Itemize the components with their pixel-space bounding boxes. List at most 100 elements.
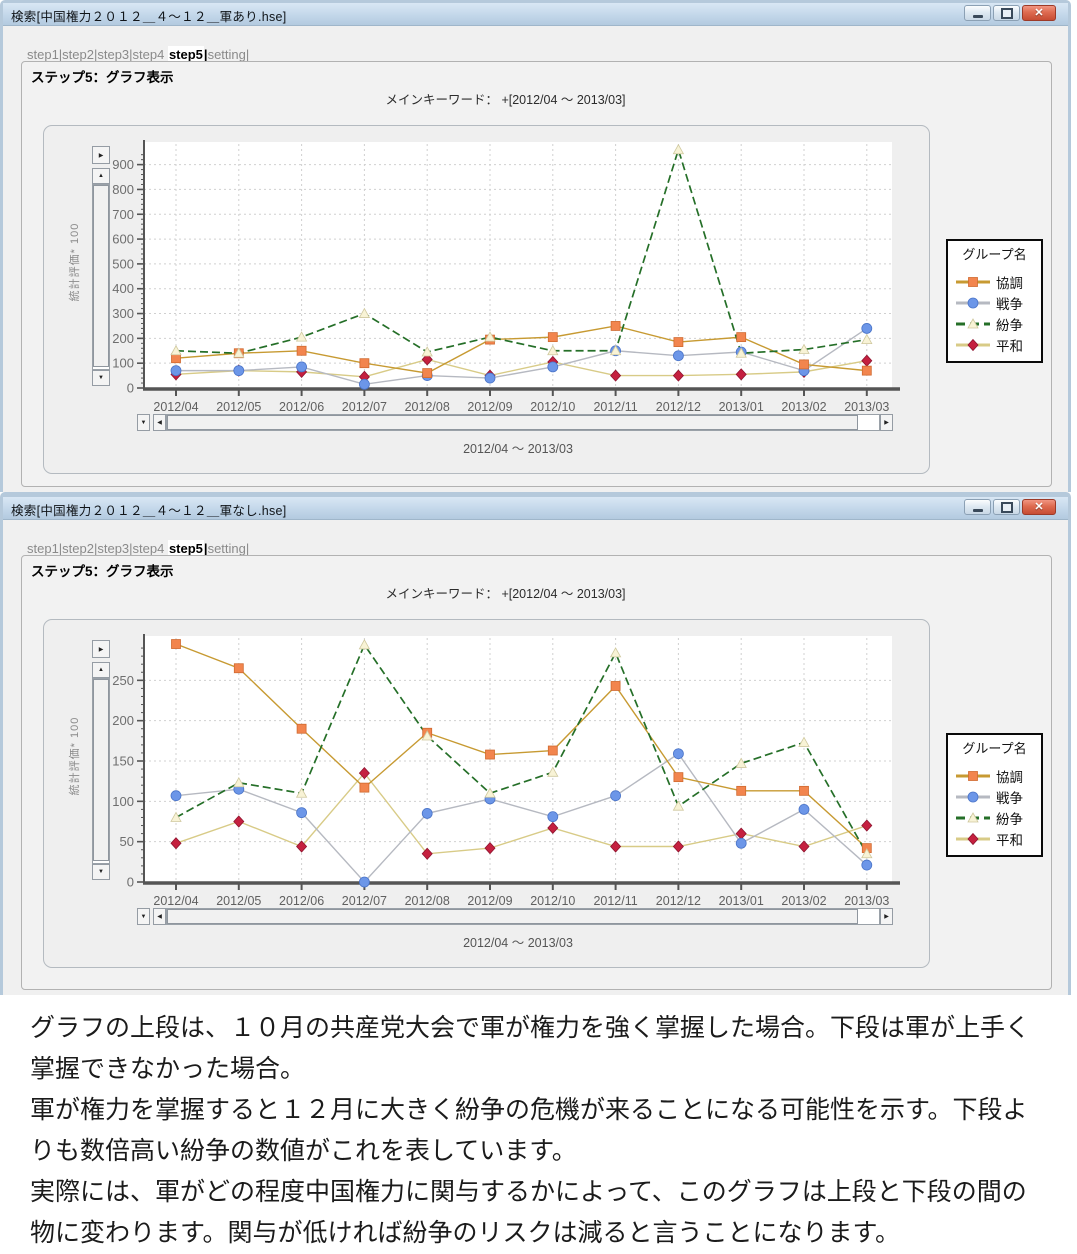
maximize-icon	[1000, 501, 1013, 513]
axis-dropdown-button[interactable]: ▼	[137, 908, 150, 925]
close-icon: ✕	[1034, 500, 1044, 513]
scroll-up-icon: ▲	[98, 667, 104, 673]
x-range-label: 2012/04 ～ 2013/03	[463, 442, 573, 456]
main-keyword-label: メインキーワード： +[2012/04 ～ 2013/03]	[385, 587, 626, 601]
vertical-scrollbar-thumb[interactable]	[93, 185, 109, 368]
svg-text:2012/05: 2012/05	[216, 894, 261, 908]
maximize-button[interactable]	[993, 499, 1020, 515]
step-heading: ステップ5：グラフ表示	[31, 70, 174, 85]
legend-swatch-icon	[956, 832, 990, 845]
svg-text:500: 500	[112, 256, 134, 271]
line-chart: 0 50 100 150 200 250 2012/04 2012/05 2012/06 2012…	[112, 634, 900, 908]
window-titlebar[interactable]: 検索[中国権力２０１２＿４～１２＿軍あり.hse] ✕	[3, 3, 1068, 26]
app-window-gun-ari: 検索[中国権力２０１２＿４～１２＿軍あり.hse] ✕ step1|step2|…	[0, 0, 1071, 492]
legend: グループ名 協調戦争紛争 平和	[946, 239, 1043, 363]
scroll-right-button[interactable]: ▶	[880, 414, 893, 431]
vertical-scrollbar-track[interactable]	[92, 184, 110, 370]
scroll-left-button[interactable]: ◀	[153, 414, 166, 431]
scroll-down-button[interactable]: ▼	[92, 864, 110, 880]
legend-item-戦争: 戦争	[948, 292, 1041, 313]
vertical-scrollbar[interactable]: ▲ ▼	[92, 662, 110, 880]
commentary-line: りも数倍高い紛争の数値がこれを表しています。	[30, 1138, 577, 1165]
axis-dropdown-button[interactable]: ▼	[137, 414, 150, 431]
flyout-right-icon: ▶	[98, 646, 104, 653]
legend-item-紛争: 紛争	[948, 807, 1041, 828]
svg-text:2012/05: 2012/05	[216, 400, 261, 414]
vertical-scrollbar-thumb[interactable]	[93, 679, 109, 862]
line-chart: 0 100 200 300 400 500 600 700 800 900 2012/04 2012/…	[112, 140, 900, 414]
minimize-button[interactable]	[964, 5, 991, 21]
legend-title: グループ名	[962, 741, 1027, 756]
minimize-button[interactable]	[964, 499, 991, 515]
svg-text:800: 800	[112, 182, 134, 197]
legend: グループ名 協調 戦争 紛争 平和	[946, 733, 1043, 857]
vertical-scrollbar[interactable]: ▲ ▼	[92, 168, 110, 386]
legend-item-紛争: 紛争	[948, 313, 1041, 334]
scroll-right-button[interactable]: ▶	[880, 908, 893, 925]
svg-text:150: 150	[112, 754, 134, 769]
svg-text:100: 100	[112, 356, 134, 371]
scroll-right-icon: ▶	[884, 420, 889, 426]
legend-item-平和: 平和	[948, 334, 1041, 355]
legend-item-戦争: 戦争	[948, 786, 1041, 807]
svg-text:2012/06: 2012/06	[279, 894, 324, 908]
minimize-icon	[972, 14, 983, 18]
tab-cursor: |	[203, 47, 208, 62]
tab-setting[interactable]: setting|	[207, 47, 250, 62]
dropdown-icon: ▼	[140, 419, 147, 426]
legend-swatch-icon	[956, 770, 990, 781]
legend-label: 紛争	[996, 317, 1023, 333]
svg-text:100: 100	[112, 794, 134, 809]
tab-step5[interactable]: step5	[167, 46, 204, 63]
window-controls: ✕	[964, 499, 1056, 515]
legend-label: 戦争	[996, 790, 1023, 806]
commentary-line: グラフの上段は、１０月の共産党大会で軍が権力を強く掌握した場合。下段は軍が上手く	[30, 1015, 1031, 1042]
svg-text:2012/10: 2012/10	[530, 400, 575, 414]
legend-item-協調: 協調	[948, 765, 1041, 786]
svg-text:2012/04: 2012/04	[153, 894, 198, 908]
dropdown-icon: ▼	[140, 913, 147, 920]
horizontal-scrollbar-thumb[interactable]	[167, 909, 858, 924]
window-title: 検索[中国権力２０１２＿４～１２＿軍なし.hse]	[11, 504, 287, 518]
svg-text:2013/01: 2013/01	[719, 400, 764, 414]
horizontal-scroll-row: ▼ ◀ ▶	[137, 414, 893, 431]
legend-label: 協調	[996, 275, 1023, 291]
legend-title: グループ名	[962, 247, 1027, 262]
scroll-left-icon: ◀	[157, 914, 162, 920]
legend-swatch-icon	[956, 297, 990, 308]
chart-flyout-button[interactable]: ▶	[92, 640, 110, 658]
svg-text:2012/07: 2012/07	[342, 400, 387, 414]
scroll-left-button[interactable]: ◀	[153, 908, 166, 925]
vertical-scrollbar-track[interactable]	[92, 678, 110, 864]
svg-text:50: 50	[120, 834, 134, 849]
window-titlebar[interactable]: 検索[中国権力２０１２＿４～１２＿軍なし.hse] ✕	[3, 497, 1068, 520]
commentary-line: 掌握できなかった場合。	[30, 1056, 306, 1083]
scroll-down-button[interactable]: ▼	[92, 370, 110, 386]
horizontal-scrollbar-track[interactable]	[166, 414, 880, 431]
scroll-up-button[interactable]: ▲	[92, 168, 110, 184]
svg-text:200: 200	[112, 331, 134, 346]
tabs-steps-1-4[interactable]: step1|step2|step3|step4	[27, 541, 168, 556]
legend-swatch-icon	[956, 317, 990, 328]
svg-text:300: 300	[112, 306, 134, 321]
horizontal-scrollbar-thumb[interactable]	[167, 415, 858, 430]
close-icon: ✕	[1034, 6, 1044, 19]
svg-text:2012/06: 2012/06	[279, 400, 324, 414]
app-window-gun-nashi: 検索[中国権力２０１２＿４～１２＿軍なし.hse] ✕ step1|step2|…	[0, 492, 1071, 995]
svg-text:700: 700	[112, 207, 134, 222]
horizontal-scrollbar-track[interactable]	[166, 908, 880, 925]
svg-text:2012/09: 2012/09	[467, 894, 512, 908]
tab-step5[interactable]: step5	[167, 540, 204, 557]
commentary-line: 軍が権力を掌握すると１２月に大きく紛争の危機が来ることになる可能性を示す。下段よ	[30, 1097, 1028, 1124]
scroll-up-button[interactable]: ▲	[92, 662, 110, 678]
tab-setting[interactable]: setting|	[207, 541, 250, 556]
svg-text:400: 400	[112, 281, 134, 296]
close-button[interactable]: ✕	[1022, 499, 1056, 515]
chart-flyout-button[interactable]: ▶	[92, 146, 110, 164]
legend-label: 戦争	[996, 296, 1023, 312]
close-button[interactable]: ✕	[1022, 5, 1056, 21]
horizontal-scroll-row: ▼ ◀ ▶	[137, 908, 893, 925]
svg-text:2012/11: 2012/11	[593, 894, 637, 908]
maximize-button[interactable]	[993, 5, 1020, 21]
tabs-steps-1-4[interactable]: step1|step2|step3|step4	[27, 47, 168, 62]
